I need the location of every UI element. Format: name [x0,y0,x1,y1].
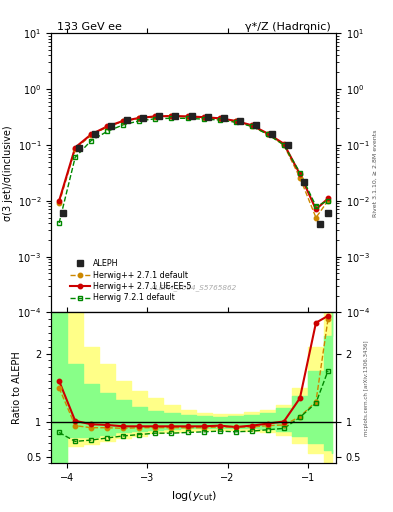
Text: γ*/Z (Hadronic): γ*/Z (Hadronic) [244,22,330,32]
Legend: ALEPH, Herwig++ 2.7.1 default, Herwig++ 2.7.1 UE-EE-5, Herwig 7.2.1 default: ALEPH, Herwig++ 2.7.1 default, Herwig++ … [66,256,195,306]
Text: ALEPH_2004_S5765862: ALEPH_2004_S5765862 [151,284,237,291]
Y-axis label: Ratio to ALEPH: Ratio to ALEPH [12,352,22,424]
Y-axis label: mcplots.cern.ch [arXiv:1306.3436]: mcplots.cern.ch [arXiv:1306.3436] [364,340,369,436]
X-axis label: log($y_{\rm cut}$): log($y_{\rm cut}$) [171,488,217,503]
Text: 133 GeV ee: 133 GeV ee [57,22,122,32]
Y-axis label: Rivet 3.1.10, ≥ 2.8M events: Rivet 3.1.10, ≥ 2.8M events [373,129,378,217]
Y-axis label: σ(3 jet)/σ(inclusive): σ(3 jet)/σ(inclusive) [3,125,13,221]
